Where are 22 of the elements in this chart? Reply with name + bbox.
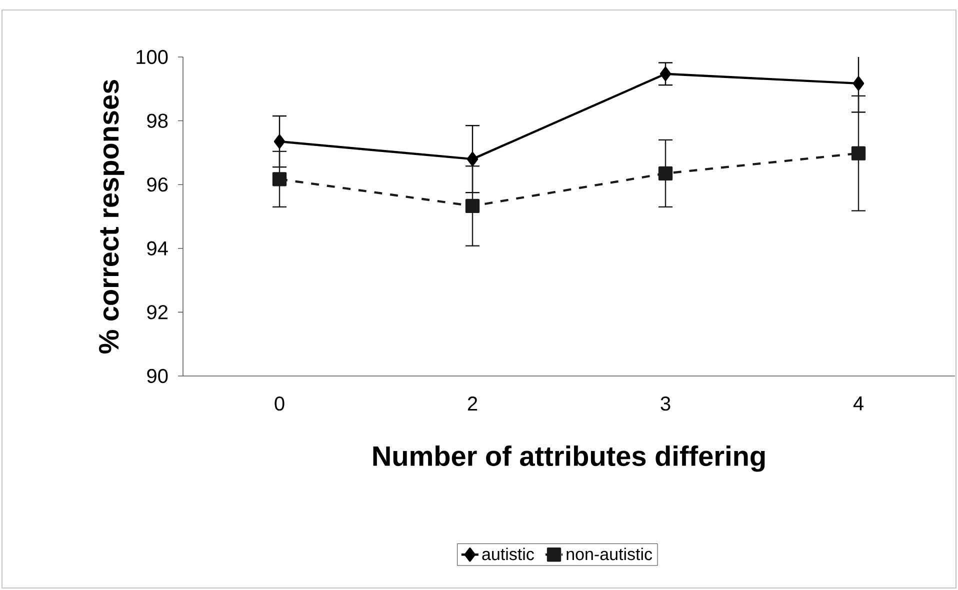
x-tick-label: 4	[853, 396, 864, 410]
point	[658, 166, 673, 181]
y-tick-label: 94	[147, 241, 168, 256]
x-tick-label: 2	[468, 396, 478, 410]
point	[272, 172, 287, 186]
point	[274, 134, 286, 149]
point	[466, 152, 478, 166]
x-tick-label: 3	[660, 396, 670, 411]
point	[852, 76, 864, 91]
point	[465, 198, 480, 214]
y-tick-label: 96	[147, 178, 168, 192]
legend-label: autistic	[482, 548, 534, 560]
y-axis-title: % correct responses	[98, 80, 124, 354]
y-tick-label: 100	[136, 50, 168, 64]
x-tick-label: 0	[274, 396, 284, 411]
point	[660, 66, 672, 81]
legend-label: non-autistic	[566, 548, 652, 560]
point	[851, 146, 866, 160]
x-axis-title: Number of attributes differing	[373, 446, 765, 472]
y-tick-label: 92	[147, 305, 168, 320]
y-tick-label: 90	[147, 368, 168, 384]
y-tick-label: 98	[147, 114, 168, 128]
